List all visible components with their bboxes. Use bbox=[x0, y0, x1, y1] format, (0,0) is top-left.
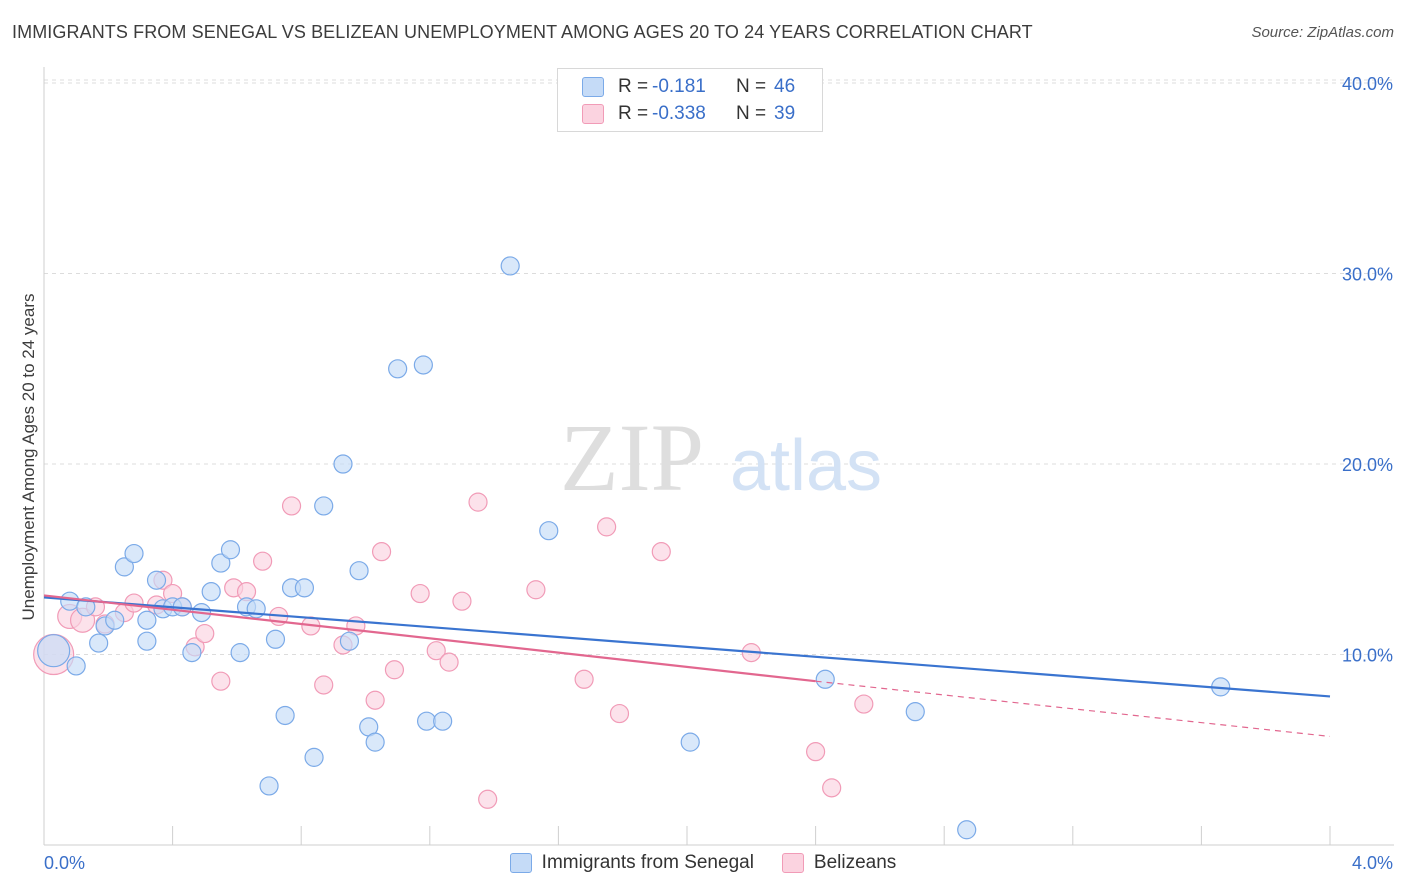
point-belizean bbox=[526, 580, 546, 600]
point-senegal bbox=[66, 656, 86, 676]
point-senegal bbox=[265, 629, 286, 649]
y-tick-label: 20.0% bbox=[1342, 455, 1393, 475]
axis-layer bbox=[43, 67, 1394, 846]
point-belizean bbox=[468, 492, 488, 512]
point-belizean bbox=[426, 641, 446, 661]
point-belizean bbox=[478, 789, 498, 809]
point-senegal bbox=[314, 496, 334, 516]
point-senegal bbox=[201, 582, 221, 602]
point-senegal bbox=[259, 776, 279, 796]
point-belizean bbox=[281, 496, 302, 516]
legend-r-label: R = bbox=[618, 76, 649, 97]
point-senegal bbox=[905, 702, 925, 722]
point-senegal bbox=[304, 747, 324, 767]
legend-row-senegal: R = -0.181 N = 46 bbox=[558, 75, 795, 99]
y-tick-label: 40.0% bbox=[1342, 74, 1393, 94]
legend-r-label: R = bbox=[618, 103, 649, 124]
point-belizean bbox=[597, 517, 617, 537]
series-label-belizeans: Belizeans bbox=[813, 852, 897, 873]
watermark-atlas: atlas bbox=[730, 426, 882, 506]
series-swatch-senegal bbox=[509, 853, 532, 873]
point-senegal bbox=[539, 521, 559, 541]
point-senegal bbox=[60, 591, 80, 611]
point-belizean bbox=[365, 690, 385, 710]
point-senegal bbox=[146, 570, 167, 590]
point-senegal bbox=[105, 610, 125, 630]
point-senegal bbox=[275, 705, 295, 726]
point-senegal bbox=[349, 561, 369, 581]
point-senegal bbox=[333, 454, 353, 474]
point-senegal bbox=[124, 543, 144, 564]
point-senegal bbox=[137, 631, 157, 651]
points-layer bbox=[33, 256, 1231, 840]
series-legend-belizeans[interactable]: Belizeans bbox=[781, 852, 897, 874]
point-senegal bbox=[957, 820, 977, 840]
series-legend-senegal[interactable]: Immigrants from Senegal bbox=[509, 852, 754, 874]
y-tick-label: 10.0% bbox=[1342, 646, 1393, 666]
legend-n-label: N = bbox=[736, 103, 767, 124]
source-label: Source: ZipAtlas.com bbox=[1251, 24, 1394, 41]
legend-n-value: 46 bbox=[774, 76, 796, 97]
point-senegal bbox=[211, 553, 231, 573]
point-belizean bbox=[651, 542, 671, 562]
trend-line-belizeans bbox=[43, 594, 816, 683]
legend-n-label: N = bbox=[736, 76, 767, 97]
point-belizean bbox=[822, 778, 842, 798]
point-senegal bbox=[182, 643, 202, 663]
trend-line-senegal bbox=[43, 596, 1331, 698]
point-belizean bbox=[384, 660, 405, 680]
point-belizean bbox=[805, 742, 826, 762]
point-belizean bbox=[195, 623, 215, 644]
grid-layer bbox=[44, 79, 1394, 656]
trend-line-belizeans-projection bbox=[815, 680, 1331, 738]
series-label-senegal: Immigrants from Senegal bbox=[541, 852, 754, 873]
point-belizean bbox=[609, 703, 630, 724]
point-senegal bbox=[413, 355, 433, 375]
legend-swatch-belizeans bbox=[582, 104, 604, 124]
watermark-zip: ZIP bbox=[560, 404, 704, 511]
point-senegal bbox=[339, 631, 360, 651]
point-senegal bbox=[37, 634, 71, 668]
tick-label-layer: 10.0% 20.0% 30.0% 40.0% 0.0% 4.0% bbox=[44, 74, 1393, 873]
legend-swatch-senegal bbox=[582, 77, 604, 97]
point-belizean bbox=[253, 551, 273, 571]
legend-n-value: 39 bbox=[774, 103, 796, 124]
point-senegal bbox=[815, 669, 835, 689]
correlation-legend: R = -0.181 N = 46 R = -0.338 N = 39 bbox=[557, 68, 823, 132]
point-senegal bbox=[294, 578, 315, 598]
y-tick-label: 30.0% bbox=[1342, 265, 1393, 285]
point-belizean bbox=[211, 671, 231, 691]
x-tick-label: 0.0% bbox=[44, 853, 85, 873]
point-senegal bbox=[89, 633, 109, 653]
legend-r-value: -0.338 bbox=[652, 103, 706, 124]
chart-title: IMMIGRANTS FROM SENEGAL VS BELIZEAN UNEM… bbox=[12, 22, 1033, 42]
point-senegal bbox=[230, 643, 250, 663]
point-senegal bbox=[137, 610, 157, 630]
point-belizean bbox=[371, 542, 392, 562]
point-senegal bbox=[114, 557, 134, 577]
x-tick-label: 4.0% bbox=[1352, 853, 1393, 873]
point-senegal bbox=[680, 732, 700, 752]
point-belizean bbox=[410, 583, 430, 604]
point-belizean bbox=[439, 652, 459, 672]
point-belizean bbox=[854, 694, 874, 714]
point-senegal bbox=[388, 359, 408, 379]
series-swatch-belizeans bbox=[781, 853, 804, 873]
point-belizean bbox=[452, 591, 472, 611]
point-senegal bbox=[76, 597, 96, 617]
watermark: ZIP atlas bbox=[560, 404, 882, 511]
point-belizean bbox=[314, 675, 334, 695]
legend-r-value: -0.181 bbox=[652, 76, 706, 97]
point-senegal bbox=[365, 732, 385, 752]
point-senegal bbox=[433, 711, 453, 731]
point-belizean bbox=[574, 669, 594, 689]
point-senegal bbox=[500, 256, 520, 276]
point-senegal bbox=[416, 711, 437, 731]
series-legend: Immigrants from Senegal Belizeans bbox=[0, 852, 1406, 874]
trend-layer bbox=[43, 594, 1331, 738]
point-senegal bbox=[220, 540, 241, 560]
legend-row-belizeans: R = -0.338 N = 39 bbox=[558, 102, 795, 126]
